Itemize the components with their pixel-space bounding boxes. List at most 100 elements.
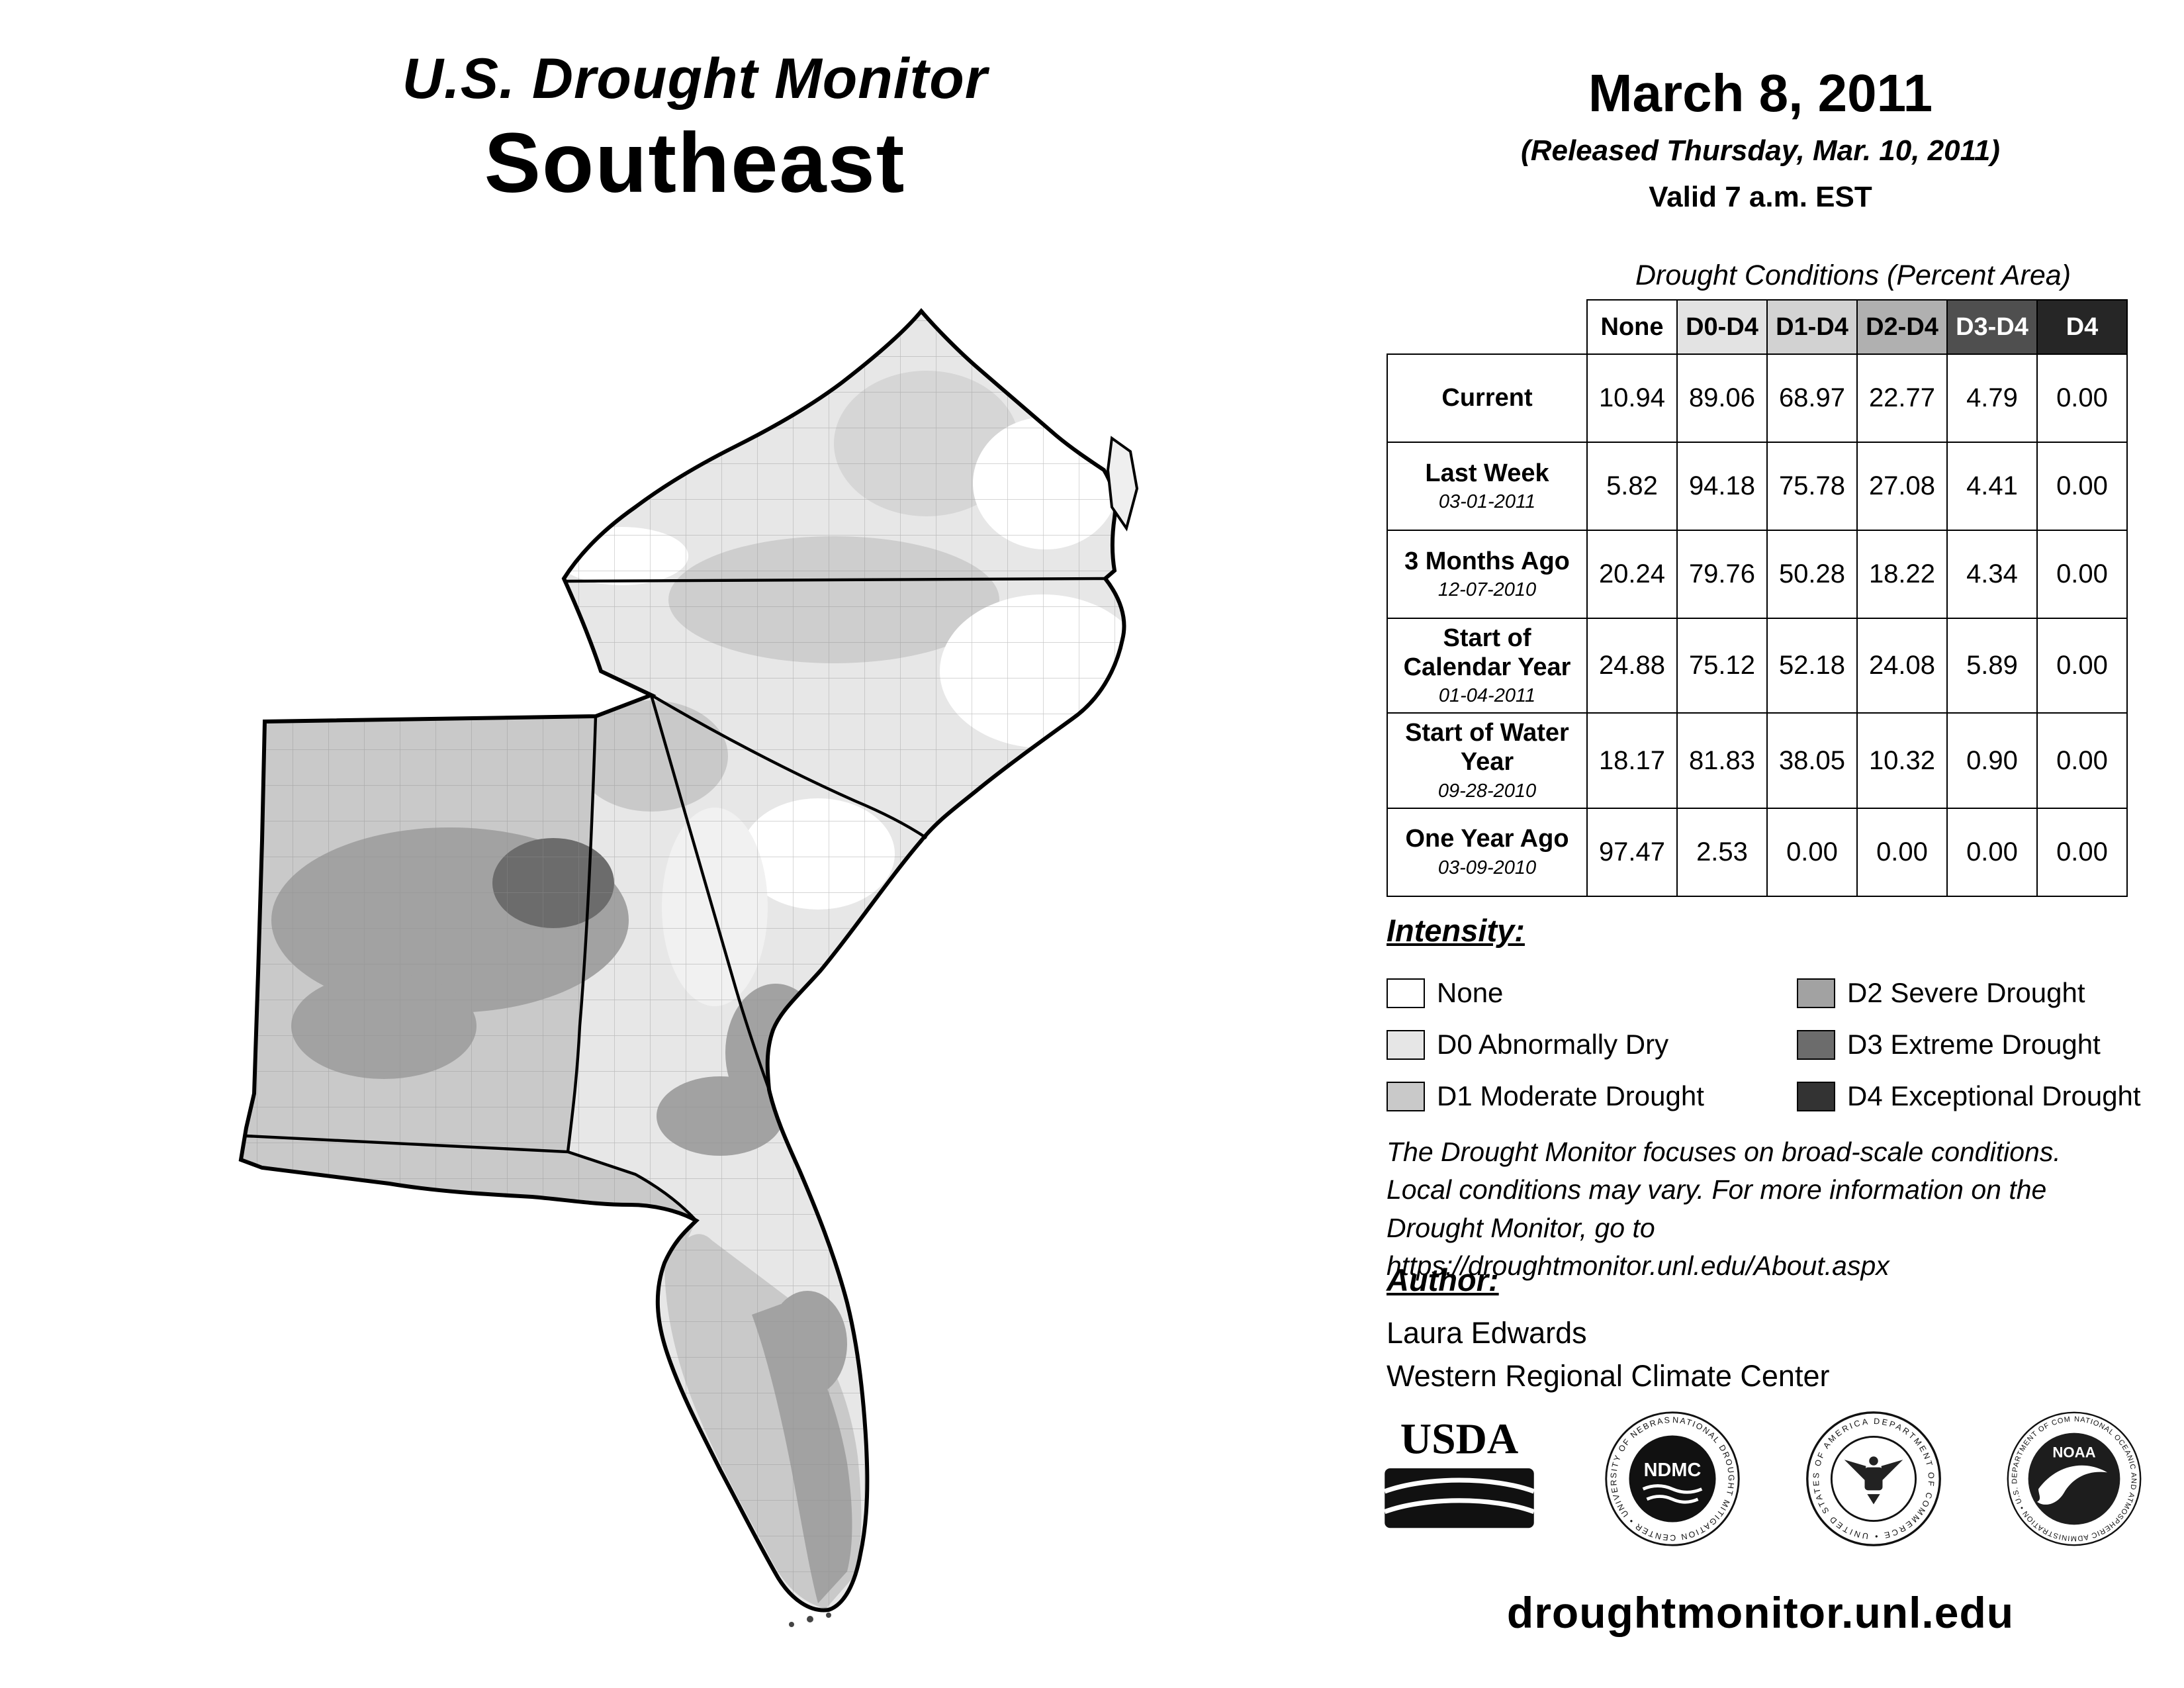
legend-title: Intensity: <box>1387 913 1525 948</box>
ndmc-logo: NATIONAL DROUGHT MITIGATION CENTER • UNI… <box>1605 1411 1740 1546</box>
report-title: U.S. Drought Monitor <box>402 47 988 111</box>
legend-swatch-d3 <box>1797 1029 1835 1060</box>
stat-cell: 18.17 <box>1586 712 1678 809</box>
stat-cell: 0.00 <box>1946 807 2038 897</box>
stat-cell: 0.00 <box>1856 807 1948 897</box>
seagull-icon <box>2037 1465 2108 1505</box>
stat-cell: 18.22 <box>1856 530 1948 619</box>
stat-cell: 68.97 <box>1766 353 1858 443</box>
legend-swatch-none <box>1387 978 1425 1008</box>
release-date: (Released Thursday, Mar. 10, 2011) <box>1521 134 2000 167</box>
stat-cell: 0.00 <box>2036 807 2128 897</box>
legend-swatch-d1 <box>1387 1081 1425 1111</box>
stats-row: 3 Months Ago 12-07-2010 20.24 79.76 50.2… <box>1387 530 2128 619</box>
valid-time: Valid 7 a.m. EST <box>1649 181 1872 213</box>
stat-cell: 22.77 <box>1856 353 1948 443</box>
intensity-legend: Intensity: None D0 Abnormally Dry D1 Mod… <box>1387 912 2154 1118</box>
region-title: Southeast <box>484 116 906 211</box>
author-org: Western Regional Climate Center <box>1387 1359 1830 1393</box>
corner-cell <box>1387 300 1587 354</box>
eastern-shore <box>1106 436 1139 532</box>
disclaimer-line: The Drought Monitor focuses on broad-sca… <box>1387 1137 2061 1167</box>
stat-cell: 97.47 <box>1586 807 1678 897</box>
row-label: Current <box>1387 353 1588 443</box>
stat-cell: 5.89 <box>1946 617 2038 714</box>
stats-row: Start of Water Year 09-28-2010 18.17 81.… <box>1387 712 2128 809</box>
legend-swatch-d4 <box>1797 1081 1835 1111</box>
disclaimer: The Drought Monitor focuses on broad-sca… <box>1387 1133 2161 1286</box>
stat-cell: 75.12 <box>1676 617 1768 714</box>
stats-header-row: None D0-D4 D1-D4 D2-D4 D3-D4 D4 <box>1387 299 2128 355</box>
stat-cell: 79.76 <box>1676 530 1768 619</box>
stat-cell: 0.00 <box>2036 617 2128 714</box>
row-label: 3 Months Ago 12-07-2010 <box>1387 530 1588 619</box>
drought-shading <box>241 311 1124 1611</box>
stat-cell: 27.08 <box>1856 442 1948 531</box>
stat-cell: 10.94 <box>1586 353 1678 443</box>
col-header-d3d4: D3-D4 <box>1946 299 2038 355</box>
stat-cell: 52.18 <box>1766 617 1858 714</box>
stats-row: Start of Calendar Year 01-04-2011 24.88 … <box>1387 617 2128 714</box>
stat-cell: 38.05 <box>1766 712 1858 809</box>
drought-stats-table: None D0-D4 D1-D4 D2-D4 D3-D4 D4 Current … <box>1387 299 2128 897</box>
stat-cell: 5.82 <box>1586 442 1678 531</box>
stat-cell: 89.06 <box>1676 353 1768 443</box>
stat-cell: 2.53 <box>1676 807 1768 897</box>
legend-item-d0: D0 Abnormally Dry <box>1387 1023 1797 1066</box>
stat-cell: 0.00 <box>2036 442 2128 531</box>
row-label: Last Week 03-01-2011 <box>1387 442 1588 531</box>
stat-cell: 24.08 <box>1856 617 1948 714</box>
stat-cell: 24.88 <box>1586 617 1678 714</box>
stat-cell: 4.41 <box>1946 442 2038 531</box>
legend-item-d2: D2 Severe Drought <box>1797 971 2154 1015</box>
usda-logo: USDA <box>1384 1415 1535 1528</box>
legend-item-d1: D1 Moderate Drought <box>1387 1074 1797 1118</box>
state-border-lines <box>246 577 1109 1222</box>
stat-cell: 10.32 <box>1856 712 1948 809</box>
map-title-block: U.S. Drought Monitor Southeast <box>318 46 1072 212</box>
col-header-d1d4: D1-D4 <box>1766 299 1858 355</box>
stat-cell: 0.90 <box>1946 712 2038 809</box>
disclaimer-line: Drought Monitor, go to https://droughtmo… <box>1387 1212 1889 1282</box>
author-heading: Author: <box>1387 1262 1499 1297</box>
legend-swatch-d2 <box>1797 978 1835 1008</box>
row-label: Start of Calendar Year 01-04-2011 <box>1387 617 1588 714</box>
stats-row: Last Week 03-01-2011 5.82 94.18 75.78 27… <box>1387 442 2128 531</box>
stat-cell: 20.24 <box>1586 530 1678 619</box>
date-block: March 8, 2011 (Released Thursday, Mar. 1… <box>1396 63 2124 214</box>
col-header-d4: D4 <box>2036 299 2128 355</box>
stat-cell: 4.34 <box>1946 530 2038 619</box>
row-label: Start of Water Year 09-28-2010 <box>1387 712 1588 809</box>
col-header-d0d4: D0-D4 <box>1676 299 1768 355</box>
stats-row: One Year Ago 03-09-2010 97.47 2.53 0.00 … <box>1387 807 2128 897</box>
stat-cell: 81.83 <box>1676 712 1768 809</box>
svg-text:NDMC: NDMC <box>1644 1460 1702 1481</box>
florida-keys <box>789 1613 831 1627</box>
author-block: Author: Laura Edwards Western Regional C… <box>1387 1262 1829 1398</box>
stat-cell: 0.00 <box>2036 712 2128 809</box>
stat-cell: 75.78 <box>1766 442 1858 531</box>
col-header-none: None <box>1586 299 1678 355</box>
stat-cell: 94.18 <box>1676 442 1768 531</box>
col-header-d2d4: D2-D4 <box>1856 299 1948 355</box>
author-name: Laura Edwards <box>1387 1316 1587 1350</box>
stat-cell: 0.00 <box>1766 807 1858 897</box>
svg-text:USDA: USDA <box>1400 1415 1519 1463</box>
table-caption: Drought Conditions (Percent Area) <box>1635 259 2071 291</box>
southeast-drought-map <box>238 308 1139 1627</box>
region-outline <box>238 308 1126 1613</box>
map-date: March 8, 2011 <box>1588 64 1933 122</box>
legend-item-d3: D3 Extreme Drought <box>1797 1023 2154 1066</box>
stat-cell: 50.28 <box>1766 530 1858 619</box>
eagle-icon <box>1844 1456 1903 1505</box>
stat-cell: 0.00 <box>2036 530 2128 619</box>
legend-item-d4: D4 Exceptional Drought <box>1797 1074 2154 1118</box>
stats-row: Current 10.94 89.06 68.97 22.77 4.79 0.0… <box>1387 353 2128 443</box>
svg-text:NOAA: NOAA <box>2052 1444 2095 1460</box>
noaa-logo: NATIONAL OCEANIC AND ATMOSPHERIC ADMINIS… <box>2007 1411 2142 1546</box>
stat-cell: 4.79 <box>1946 353 2038 443</box>
stat-cell: 0.00 <box>2036 353 2128 443</box>
row-label: One Year Ago 03-09-2010 <box>1387 807 1588 897</box>
legend-item-none: None <box>1387 971 1797 1015</box>
county-boundaries <box>241 311 1124 1611</box>
